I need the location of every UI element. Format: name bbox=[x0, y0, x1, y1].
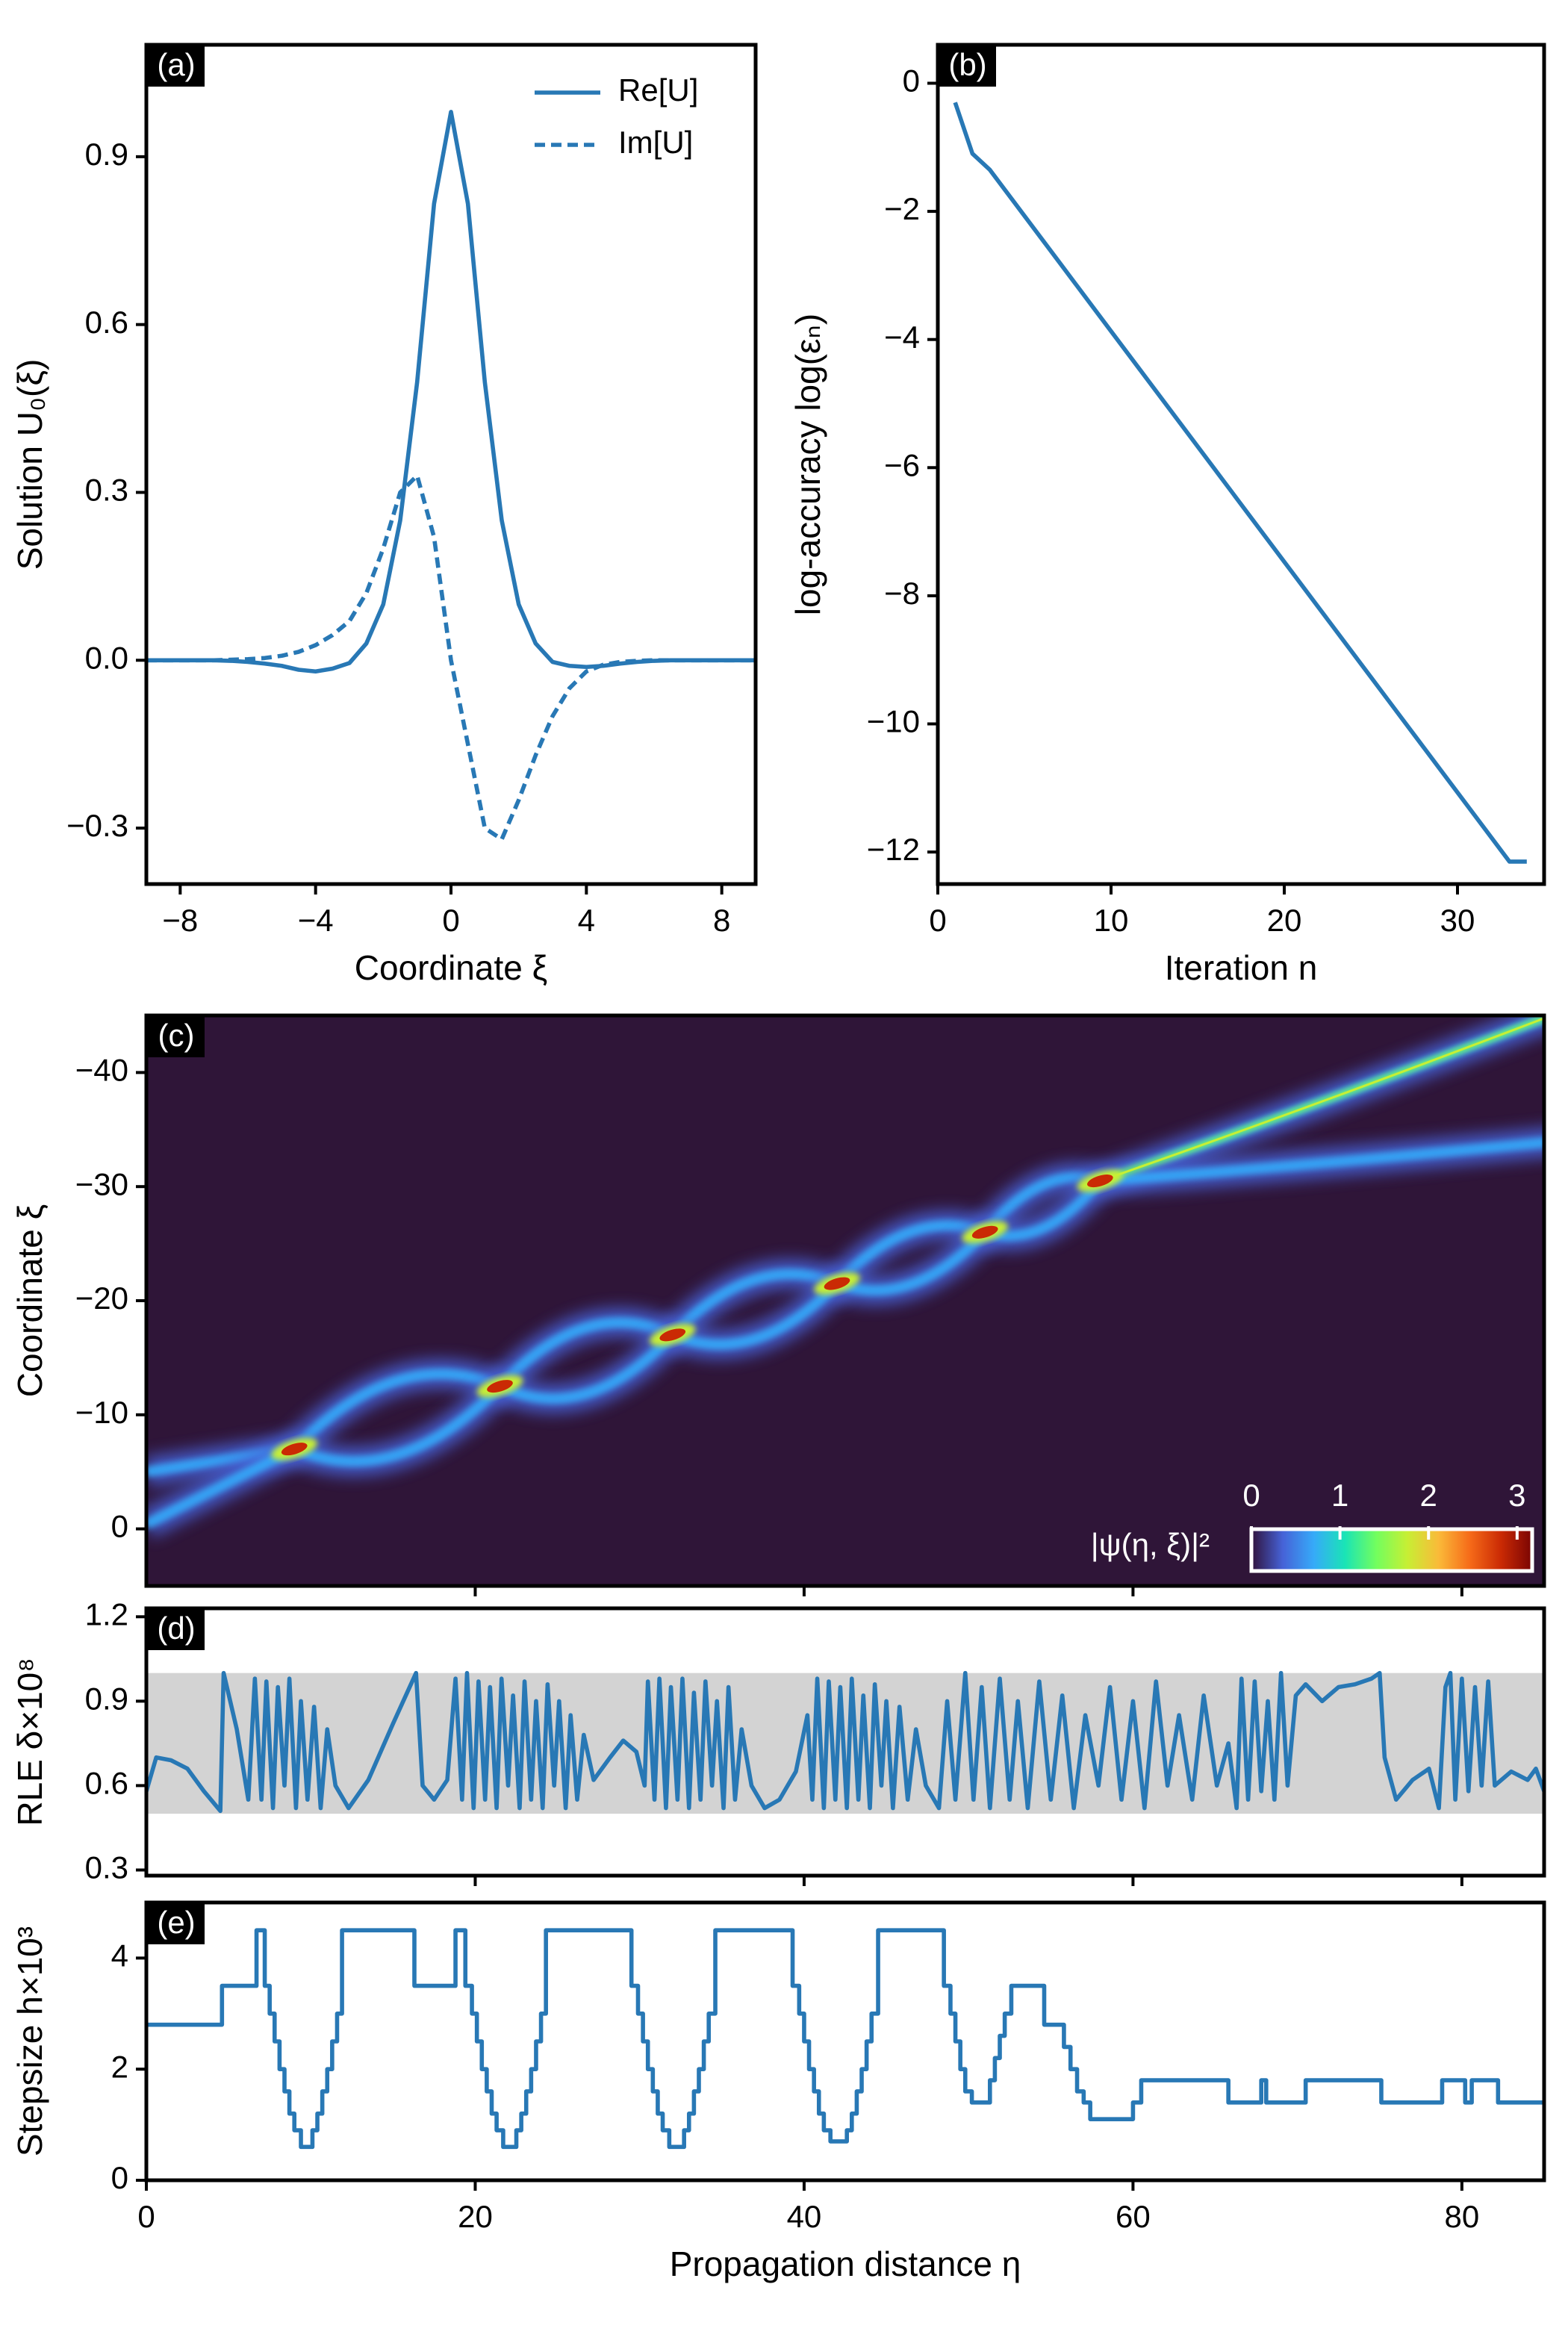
y-tick-label: 0 bbox=[111, 2160, 128, 2195]
heatmap-field bbox=[146, 1015, 1544, 1538]
colorbar-label: |ψ(η, ξ)|² bbox=[1091, 1527, 1210, 1562]
data-line bbox=[146, 1670, 1544, 1814]
collision-peak bbox=[659, 1328, 686, 1342]
y-tick-label: −10 bbox=[867, 704, 920, 739]
y-tick-label: −2 bbox=[884, 191, 920, 226]
x-axis-label: Coordinate ξ bbox=[355, 948, 547, 987]
x-tick-label: 0 bbox=[929, 903, 946, 938]
x-tick-label: 40 bbox=[787, 2199, 822, 2234]
y-axis-label: Coordinate ξ bbox=[10, 1204, 49, 1397]
panel-label: (b) bbox=[948, 47, 986, 82]
legend-label: Re[U] bbox=[618, 72, 698, 108]
axes-frame bbox=[936, 43, 1546, 886]
data-line bbox=[146, 1928, 1544, 2150]
panel-label-box bbox=[148, 1017, 205, 1057]
x-axis-label: Propagation distance η bbox=[670, 2244, 1021, 2283]
y-tick-label: −30 bbox=[75, 1166, 128, 1201]
panel-label-box bbox=[148, 1904, 205, 1944]
y-tick-label: −10 bbox=[75, 1395, 128, 1430]
x-tick-label: 80 bbox=[1445, 2199, 1480, 2234]
data-line bbox=[146, 473, 756, 841]
x-tick-label: 20 bbox=[1267, 903, 1302, 938]
y-axis-label: Solution U₀(ξ) bbox=[10, 359, 49, 570]
x-tick-label: 60 bbox=[1116, 2199, 1151, 2234]
panel-label: (e) bbox=[157, 1905, 195, 1940]
y-tick-label: 0.6 bbox=[85, 305, 128, 340]
panel-label-box bbox=[939, 46, 996, 87]
x-tick-label: 4 bbox=[578, 903, 595, 938]
collision-peak bbox=[281, 1443, 308, 1456]
x-tick-label: 20 bbox=[458, 2199, 493, 2234]
y-tick-label: 0 bbox=[903, 63, 920, 99]
y-tick-label: −12 bbox=[867, 832, 920, 867]
y-tick-label: −6 bbox=[884, 447, 920, 482]
axes-frame bbox=[144, 1900, 1546, 2183]
x-tick-label: 0 bbox=[137, 2199, 155, 2234]
y-tick-label: 0.3 bbox=[85, 1850, 128, 1885]
y-tick-label: −4 bbox=[884, 320, 920, 355]
y-tick-label: 0 bbox=[111, 1509, 128, 1544]
y-tick-label: 0.9 bbox=[85, 137, 128, 172]
panel-label-box bbox=[148, 1610, 205, 1650]
y-tick-label: 2 bbox=[111, 2049, 128, 2084]
y-tick-label: −8 bbox=[884, 576, 920, 611]
x-tick-label: 10 bbox=[1094, 903, 1129, 938]
collision-peak bbox=[971, 1225, 998, 1239]
y-tick-label: 1.2 bbox=[85, 1596, 128, 1631]
axes-frame bbox=[144, 1606, 1546, 1878]
colorbar-tick-label: 0 bbox=[1242, 1478, 1260, 1513]
x-tick-label: −8 bbox=[162, 903, 198, 938]
x-tick-label: 30 bbox=[1440, 903, 1475, 938]
data-line bbox=[146, 110, 756, 674]
y-tick-label: −40 bbox=[75, 1052, 128, 1087]
beam-bright-core bbox=[1099, 1017, 1544, 1182]
colorbar-tick-label: 2 bbox=[1420, 1478, 1437, 1513]
panel-label: (d) bbox=[157, 1611, 195, 1646]
legend-label: Im[U] bbox=[618, 125, 693, 160]
x-tick-label: −4 bbox=[298, 903, 334, 938]
y-axis-label: log-accuracy log(εₙ) bbox=[788, 314, 827, 615]
y-tick-label: 0.6 bbox=[85, 1766, 128, 1801]
data-line bbox=[953, 102, 1527, 864]
y-tick-label: 4 bbox=[111, 1938, 128, 1973]
x-tick-label: 0 bbox=[442, 903, 459, 938]
colorbar bbox=[1249, 1527, 1534, 1573]
y-tick-label: 0.3 bbox=[85, 473, 128, 508]
collision-peak bbox=[1087, 1175, 1113, 1188]
y-axis-label: RLE δ×10⁸ bbox=[10, 1658, 49, 1826]
y-axis-label: Stepsize h×10³ bbox=[10, 1926, 49, 2156]
y-tick-label: 0.0 bbox=[85, 640, 128, 675]
colorbar-tick-label: 1 bbox=[1331, 1478, 1348, 1513]
panel-label: (a) bbox=[157, 47, 195, 82]
y-tick-label: 0.9 bbox=[85, 1681, 128, 1716]
panel-label: (c) bbox=[158, 1018, 195, 1053]
axes-frame bbox=[144, 43, 758, 886]
y-tick-label: −20 bbox=[75, 1281, 128, 1316]
x-axis-label: Iteration n bbox=[1165, 948, 1318, 987]
colorbar-tick-label: 3 bbox=[1508, 1478, 1525, 1513]
y-tick-label: −0.3 bbox=[66, 808, 128, 843]
collision-peak bbox=[487, 1380, 513, 1393]
panel-label-box bbox=[148, 46, 205, 87]
collision-peak bbox=[824, 1277, 850, 1290]
x-tick-label: 8 bbox=[713, 903, 730, 938]
